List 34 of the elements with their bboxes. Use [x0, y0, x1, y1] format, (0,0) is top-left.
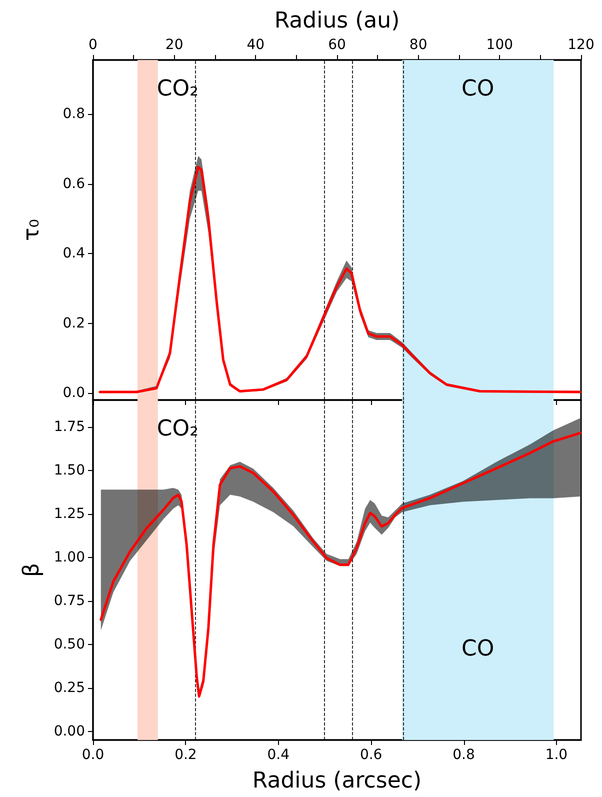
- x-tick-label: 1.0: [545, 747, 568, 763]
- x2-tick-label: 120: [568, 37, 594, 53]
- y-tick-label: 1.25: [54, 506, 85, 522]
- x-tick-label: 0.4: [267, 747, 290, 763]
- y-tick-label: 0.0: [62, 385, 85, 402]
- x2-tick-label: 0: [88, 37, 98, 53]
- y-axis-title: τ₀: [20, 218, 44, 242]
- x2-tick-label: 40: [246, 37, 265, 53]
- band-label: CO: [462, 76, 494, 102]
- x2-tick-label: 20: [165, 37, 184, 53]
- y-tick-label: 0.4: [62, 246, 86, 262]
- y-tick-label: 0.50: [54, 636, 85, 652]
- x-tick-label: 0.8: [452, 747, 475, 763]
- band-label: CO₂: [156, 416, 198, 442]
- x2-tick-label: 80: [409, 37, 428, 53]
- x-axis-title: Radius (arcsec): [252, 768, 422, 794]
- y-tick-label: 0.8: [62, 106, 85, 122]
- y-tick-label: 0.25: [54, 680, 85, 696]
- y-axis-title: β: [19, 562, 44, 578]
- band-label: CO₂: [156, 76, 198, 102]
- y-tick-label: 1.00: [54, 549, 85, 566]
- y-tick-label: 1.50: [54, 462, 85, 478]
- y-tick-label: 0.75: [54, 592, 85, 609]
- x2-tick-label: 60: [328, 37, 346, 53]
- x-tick-label: 0.2: [174, 747, 197, 763]
- y-tick-label: 0.6: [62, 176, 86, 192]
- y-tick-label: 0.2: [62, 315, 85, 332]
- y-tick-label: 0.00: [54, 723, 85, 740]
- y-tick-label: 1.75: [54, 418, 85, 435]
- band-label: CO: [462, 636, 494, 662]
- x2-axis-title: Radius (au): [274, 8, 400, 34]
- x-tick-label: 0.0: [82, 747, 104, 763]
- x2-tick-label: 100: [486, 37, 514, 53]
- x-tick-label: 0.6: [360, 747, 382, 763]
